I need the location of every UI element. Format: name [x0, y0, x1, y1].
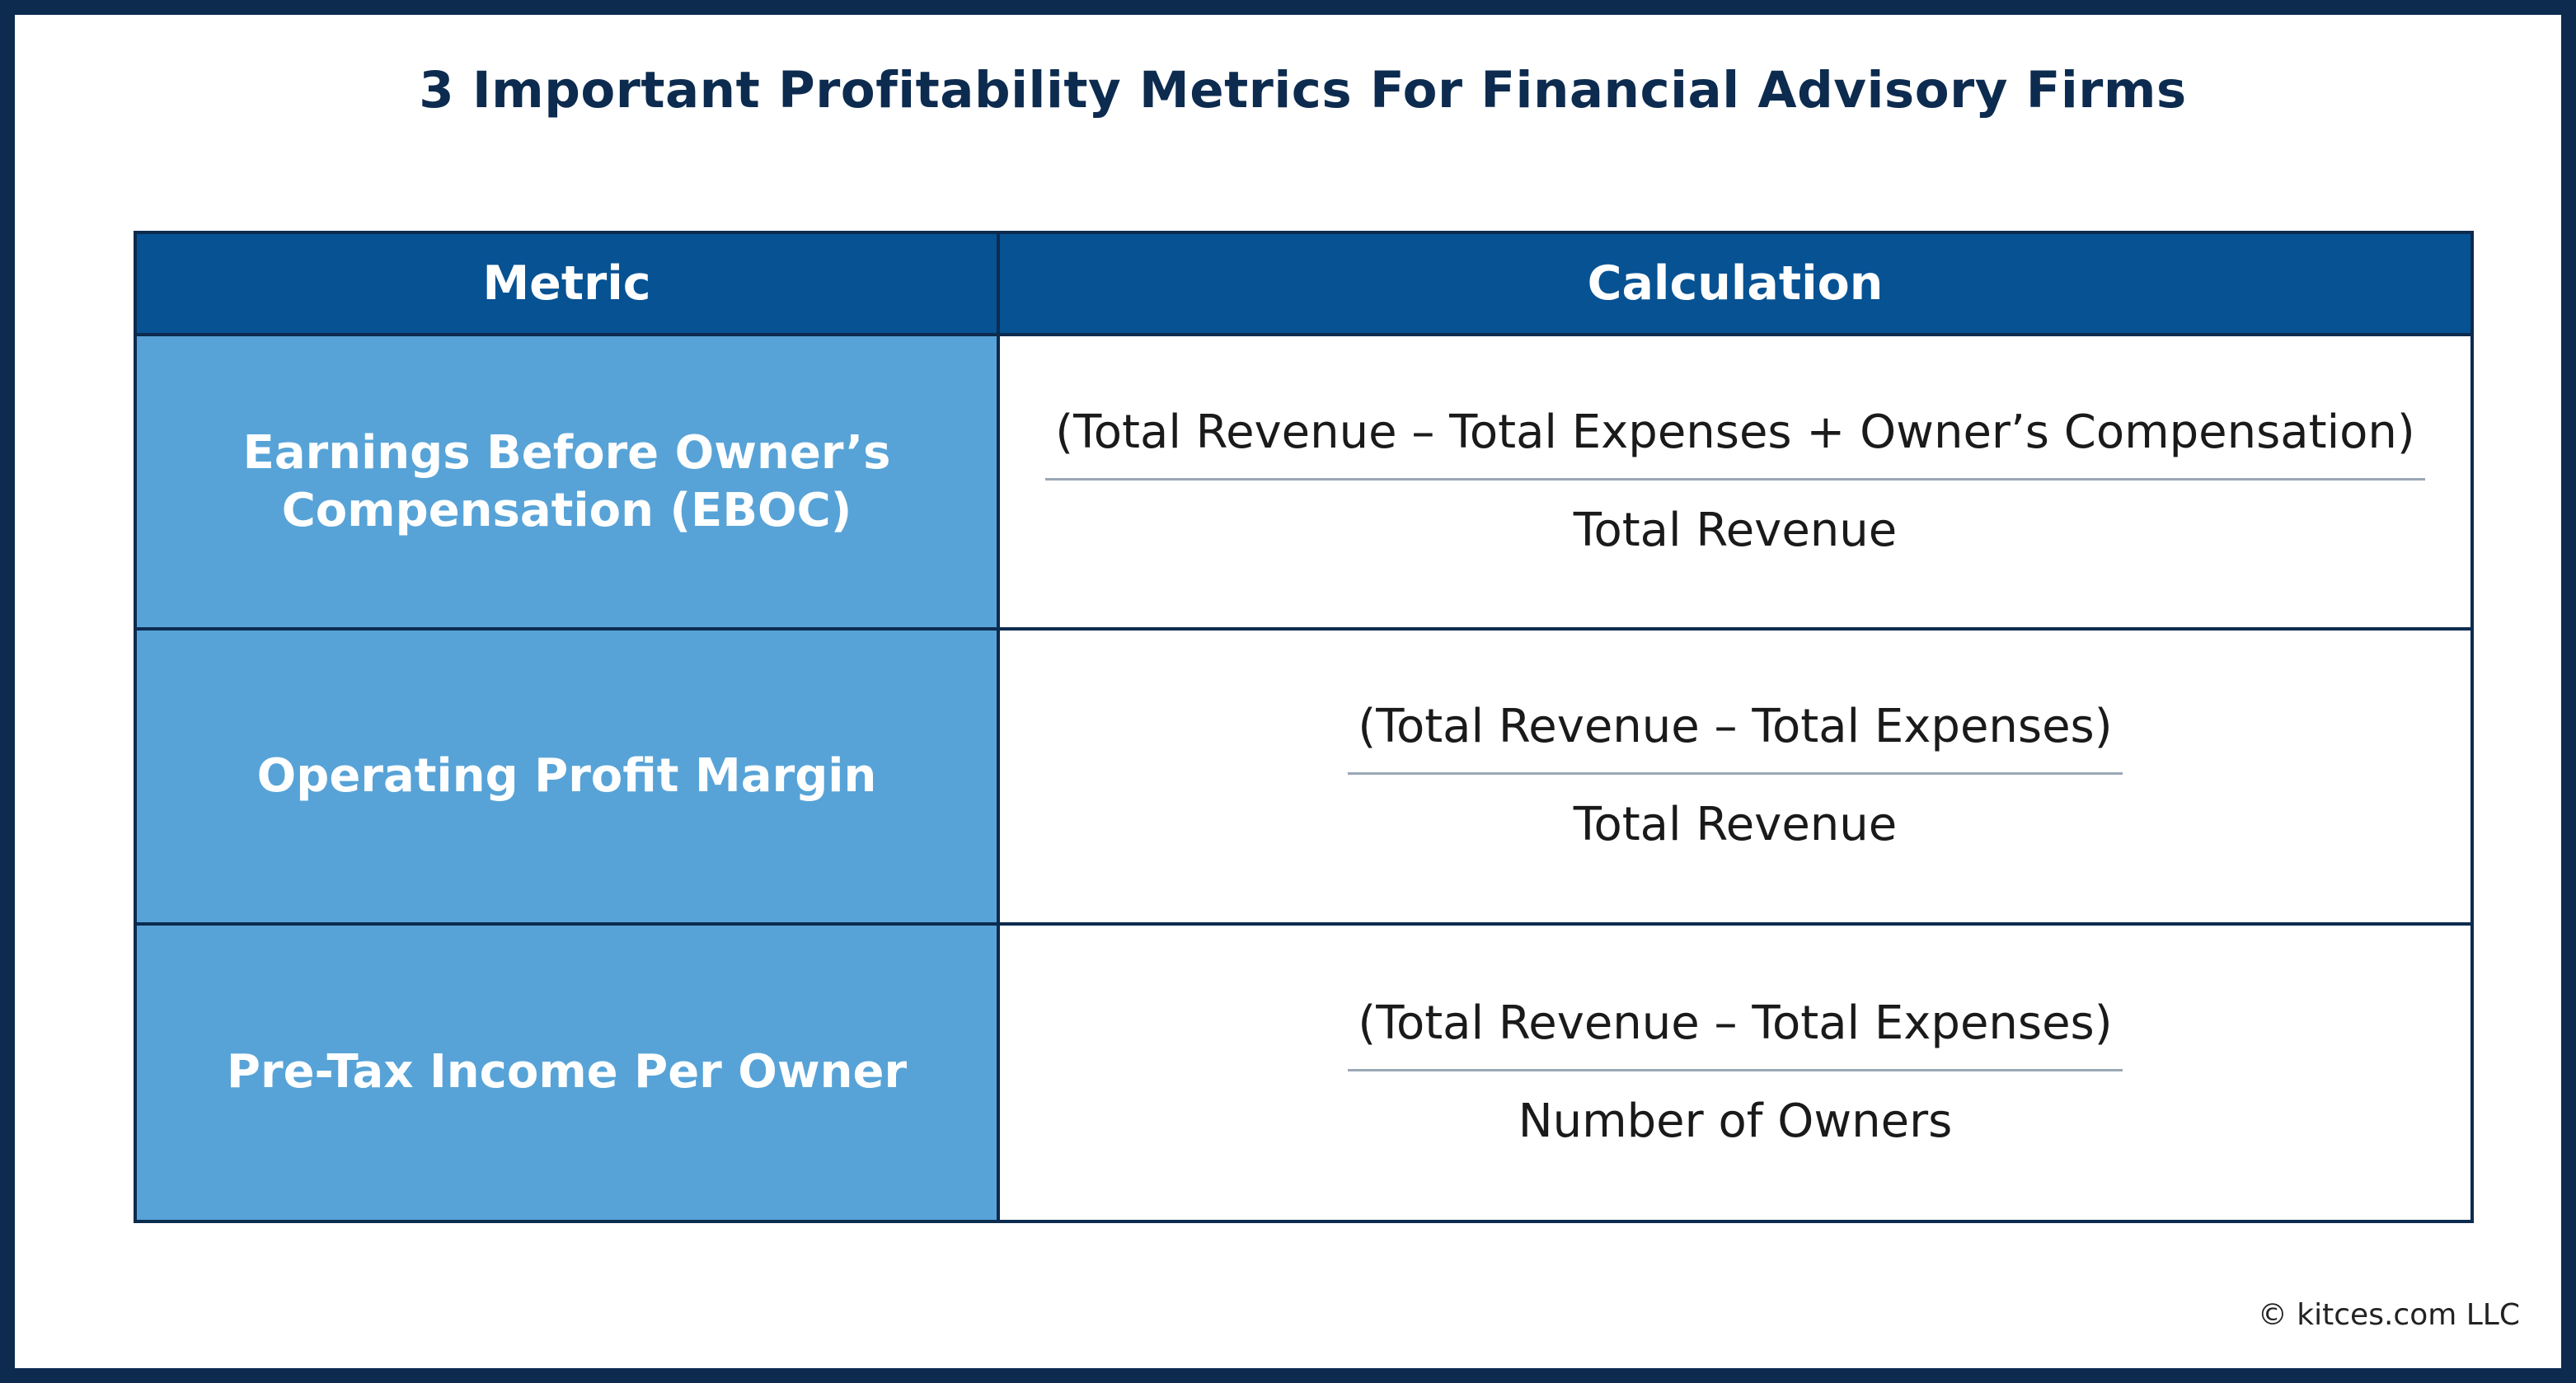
metrics-table: Metric Calculation Earnings Before Owner… [134, 231, 2474, 1223]
header-calculation: Calculation [1000, 234, 2470, 336]
fraction: (Total Revenue – Total Expenses + Owner’… [1045, 404, 2425, 560]
calculation-eboc: (Total Revenue – Total Expenses + Owner’… [1000, 336, 2470, 631]
fraction-denominator: Total Revenue [1573, 504, 1898, 558]
metric-operating-profit-margin: Operating Profit Margin [137, 631, 1000, 926]
calculation-operating-profit-margin: (Total Revenue – Total Expenses) Total R… [1000, 631, 2470, 926]
fraction-numerator: (Total Revenue – Total Expenses + Owner’… [1045, 404, 2425, 481]
fraction-numerator: (Total Revenue – Total Expenses) [1348, 995, 2123, 1071]
fraction: (Total Revenue – Total Expenses) Number … [1348, 995, 2123, 1151]
page-title: 3 Important Profitability Metrics For Fi… [419, 61, 2187, 120]
header-metric: Metric [137, 234, 1000, 336]
metric-pre-tax-income-per-owner: Pre-Tax Income Per Owner [137, 925, 1000, 1220]
fraction-numerator: (Total Revenue – Total Expenses) [1348, 698, 2123, 776]
fraction-denominator: Number of Owners [1518, 1094, 1953, 1148]
fraction-denominator: Total Revenue [1573, 798, 1898, 852]
metric-eboc: Earnings Before Owner’s Compensation (EB… [137, 336, 1000, 631]
fraction: (Total Revenue – Total Expenses) Total R… [1348, 698, 2123, 854]
copyright-notice: © kitces.com LLC [2257, 1298, 2520, 1332]
calculation-pre-tax-income-per-owner: (Total Revenue – Total Expenses) Number … [1000, 925, 2470, 1220]
